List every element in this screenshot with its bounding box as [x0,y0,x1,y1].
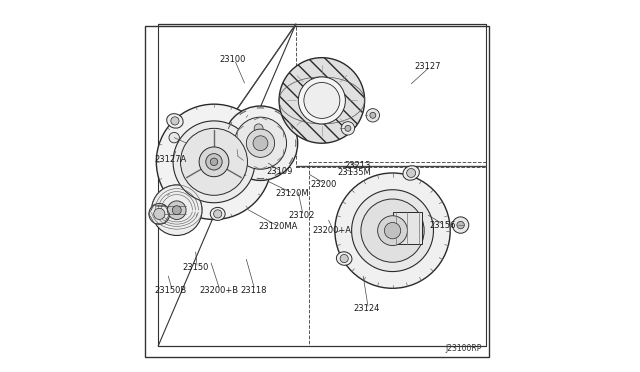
Text: 23102: 23102 [289,211,315,220]
Circle shape [361,199,424,262]
Circle shape [263,144,269,150]
Text: 23100: 23100 [220,55,246,64]
Text: 23200: 23200 [310,180,337,189]
Circle shape [254,124,263,133]
Text: 23124: 23124 [353,304,380,313]
Ellipse shape [403,166,419,180]
Text: 23150B: 23150B [154,286,187,295]
Circle shape [253,136,268,151]
Text: 23213: 23213 [344,161,371,170]
Circle shape [169,132,179,143]
Circle shape [234,117,287,169]
Ellipse shape [211,208,225,221]
Bar [309,162,486,346]
Text: 23135M: 23135M [338,169,372,177]
Circle shape [168,201,186,219]
Circle shape [370,112,376,118]
Circle shape [171,117,179,125]
Circle shape [341,122,355,135]
Circle shape [152,185,202,235]
Circle shape [345,125,351,131]
Circle shape [259,140,273,154]
Circle shape [180,128,248,195]
Text: 23200+B: 23200+B [199,286,238,295]
Circle shape [457,221,465,229]
Circle shape [298,77,346,124]
Circle shape [149,203,170,224]
Circle shape [304,83,340,118]
Circle shape [279,58,365,143]
Circle shape [223,106,298,180]
Text: 23118: 23118 [240,286,266,295]
Circle shape [206,154,222,170]
Ellipse shape [337,252,352,265]
Circle shape [211,158,218,166]
Circle shape [172,206,181,215]
Text: 23120MA: 23120MA [259,222,298,231]
Text: 23127: 23127 [415,62,442,71]
Text: 23109: 23109 [266,167,292,176]
Bar [392,212,422,244]
Circle shape [156,104,271,219]
Text: 23150: 23150 [182,263,209,272]
Circle shape [154,208,165,219]
Bar [296,24,486,167]
Text: 23127A: 23127A [154,155,187,164]
Circle shape [340,254,348,263]
Text: 23120M: 23120M [275,189,309,198]
Text: J23100RP: J23100RP [445,344,482,353]
Circle shape [406,169,415,177]
Circle shape [335,173,450,288]
Ellipse shape [251,147,274,180]
Bar [145,26,489,357]
Circle shape [351,190,433,272]
Circle shape [199,147,229,177]
Text: 23156: 23156 [429,221,456,230]
Text: 23200+A: 23200+A [312,226,351,235]
Circle shape [378,216,408,246]
Circle shape [214,210,222,218]
Circle shape [452,217,468,233]
Circle shape [366,109,380,122]
Ellipse shape [166,114,183,128]
Circle shape [246,129,275,157]
Circle shape [385,222,401,239]
Circle shape [173,121,255,203]
Ellipse shape [250,121,268,136]
